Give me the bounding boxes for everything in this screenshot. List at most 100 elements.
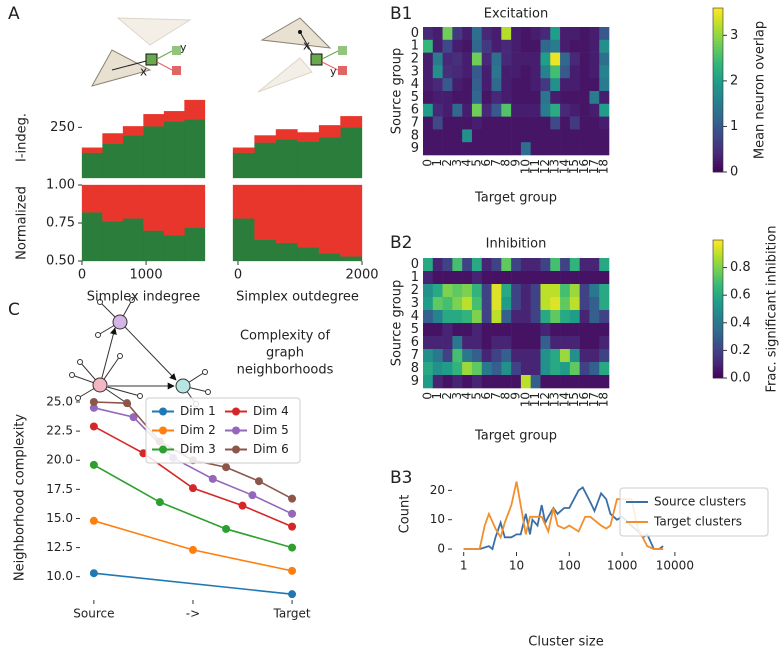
colorbar-segment	[713, 163, 723, 167]
x-tick-label: 10	[518, 159, 532, 174]
colorbar-segment	[713, 150, 723, 154]
series-marker	[139, 449, 148, 458]
x-tick-label: 7	[489, 159, 503, 167]
bar-segment	[102, 143, 124, 179]
colorbar-segment	[713, 341, 723, 344]
heatmap-cell	[511, 39, 522, 53]
heatmap-cell	[491, 142, 502, 156]
heatmap-cell	[442, 91, 453, 105]
heatmap-cell	[501, 27, 512, 41]
colorbar-segment	[713, 345, 723, 349]
heatmap-cell	[540, 39, 551, 53]
heatmap-cell	[569, 323, 580, 337]
colorbar-segment	[713, 95, 723, 99]
colorbar-segment	[713, 103, 723, 107]
y-tick-label: 20	[430, 483, 445, 497]
x-tick-label: 14	[557, 392, 571, 407]
heatmap-cell	[442, 362, 453, 376]
heatmap-cell	[481, 129, 492, 143]
colorbar-segment	[713, 90, 723, 94]
heatmap-cell	[432, 284, 443, 298]
colorbar-segment	[713, 304, 723, 308]
heatmap-cell	[501, 362, 512, 376]
heatmap-cell	[491, 52, 502, 66]
diagram-label: y	[180, 41, 187, 54]
heatmap-cell	[530, 65, 541, 79]
heatmap-cell	[579, 129, 590, 143]
heatmap-cell	[442, 297, 453, 311]
heatmap-cell	[432, 297, 443, 311]
heatmap-cell	[579, 336, 590, 350]
heatmap-cell	[579, 362, 590, 376]
colorbar-segment	[713, 246, 723, 250]
colorbar-segment	[713, 299, 723, 303]
colorbar-segment	[713, 46, 723, 50]
legend-box	[619, 487, 769, 537]
heatmap-cell	[491, 336, 502, 350]
heatmap-cell	[540, 297, 551, 311]
y-tick-label: 10.0	[46, 569, 73, 583]
colorbar-segment	[713, 122, 723, 126]
heatmap-cell	[599, 116, 610, 130]
heatmap-cell	[530, 375, 541, 389]
annotation: Complexity of	[240, 329, 331, 344]
heatmap-cell	[550, 375, 561, 389]
heatmap-cell	[481, 323, 492, 337]
series-line	[93, 407, 293, 515]
heatmap-cell	[560, 27, 571, 41]
colorbar-segment	[713, 54, 723, 58]
y-tick-label: 3	[411, 296, 419, 311]
heatmap-cell	[599, 310, 610, 324]
heatmap-cell	[579, 91, 590, 105]
heatmap-cell	[442, 310, 453, 324]
heatmap-cell	[520, 310, 531, 324]
bar-segment	[275, 242, 298, 262]
colorbar-segment	[713, 27, 723, 31]
x-tick-label: 18	[597, 392, 611, 407]
heatmap-cell	[462, 336, 473, 350]
heatmap-cell	[599, 271, 610, 285]
colorbar-segment	[713, 297, 723, 301]
heatmap-cell	[462, 284, 473, 298]
colorbar-segment	[713, 43, 723, 47]
colorbar-tick-label: 0.2	[730, 343, 751, 358]
bar-segment	[318, 184, 341, 254]
heatmap-cell	[462, 258, 473, 272]
y-tick-label: 7	[411, 348, 419, 363]
heatmap-cell	[530, 39, 541, 53]
heatmap-cell	[520, 52, 531, 66]
y-tick-label: 8	[411, 128, 419, 143]
colorbar-segment	[713, 10, 723, 14]
series-line	[93, 464, 293, 549]
colorbar-segment	[713, 125, 723, 129]
heatmap-cell	[442, 323, 453, 337]
heatmap-cell	[540, 336, 551, 350]
heatmap-cell	[520, 78, 531, 92]
y-tick-label: 1.00	[46, 178, 75, 193]
legend-box	[145, 397, 301, 464]
series-marker	[89, 397, 98, 406]
series-marker	[188, 484, 197, 493]
bar-segment	[143, 184, 165, 231]
heatmap-cell	[442, 103, 453, 117]
heatmap-cell	[550, 65, 561, 79]
heatmap-cell	[589, 271, 600, 285]
bar-segment	[143, 230, 165, 262]
colorbar-segment	[713, 343, 723, 347]
heatmap-cell	[589, 91, 600, 105]
heatmap-cell	[579, 78, 590, 92]
heatmap-cell	[481, 284, 492, 298]
heatmap-cell	[599, 142, 610, 156]
colorbar-segment	[713, 350, 723, 354]
heatmap-cell	[530, 258, 541, 272]
panel-label: C	[8, 300, 20, 320]
heatmap-cell	[599, 375, 610, 389]
heatmap-cell	[540, 91, 551, 105]
colorbar-segment	[713, 322, 723, 326]
heatmap-cell	[550, 297, 561, 311]
bar-segment	[232, 184, 255, 219]
heatmap-cell	[501, 336, 512, 350]
heatmap-cell	[462, 78, 473, 92]
heatmap-cell	[423, 142, 434, 156]
colorbar-segment	[713, 68, 723, 72]
